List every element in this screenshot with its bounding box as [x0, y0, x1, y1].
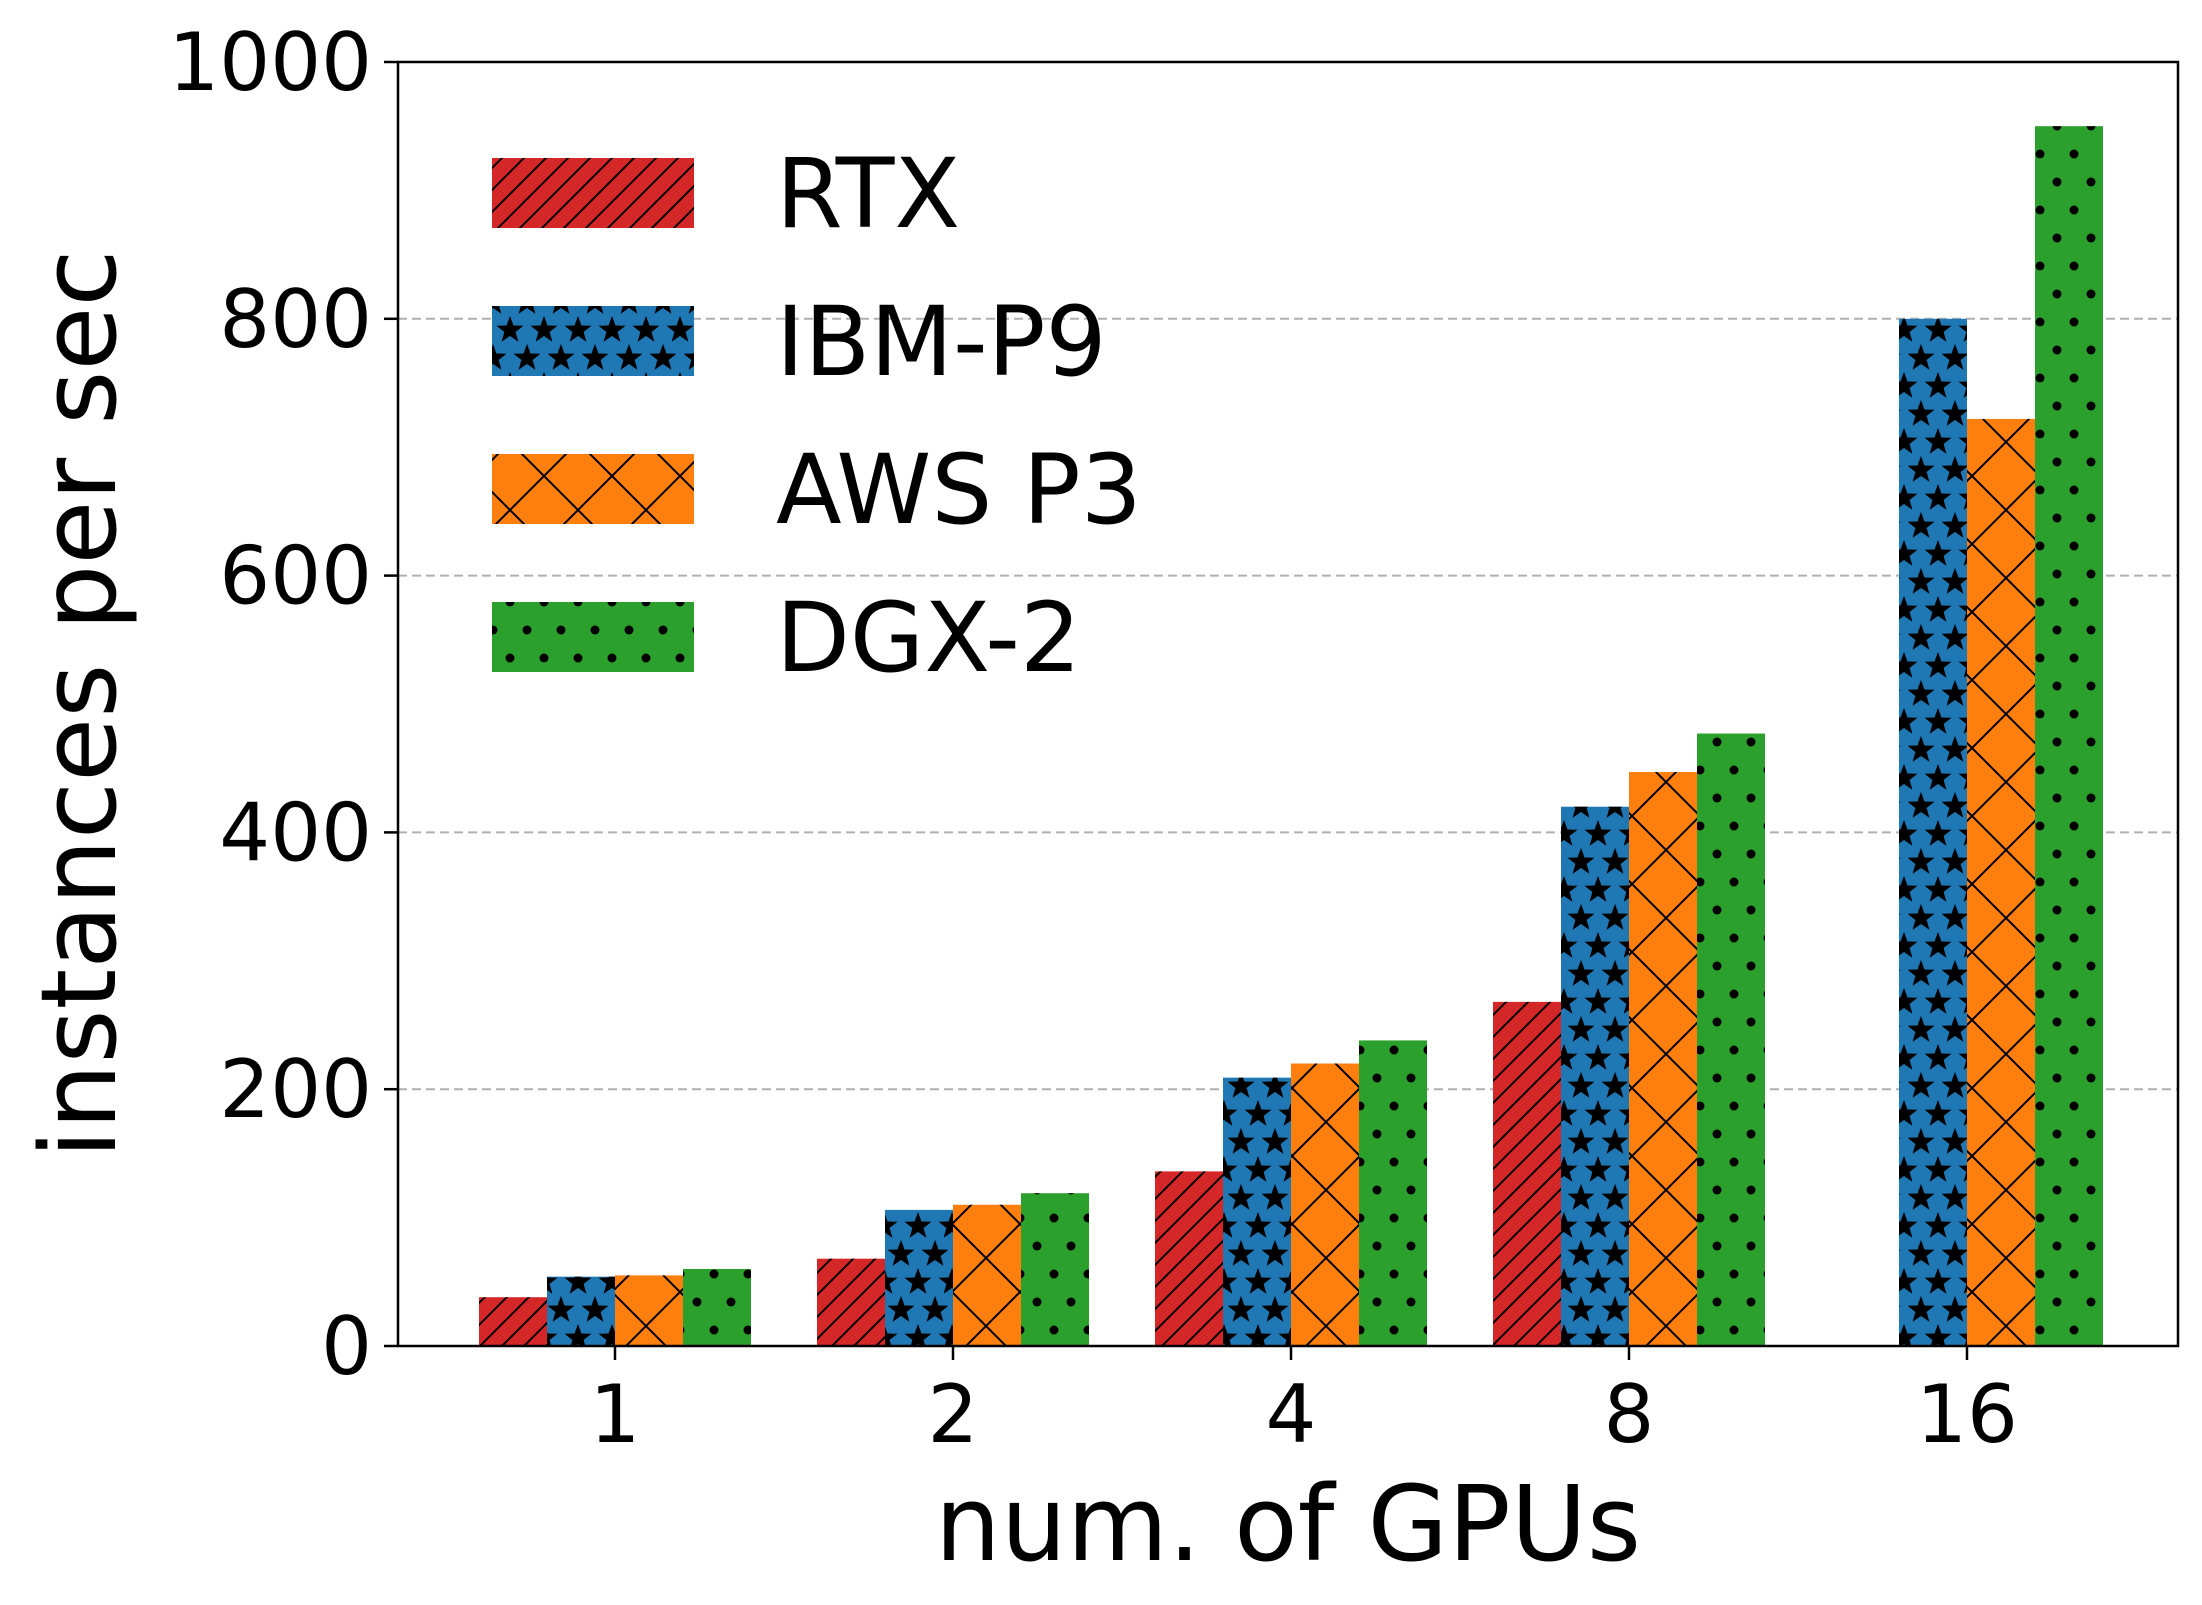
x-tick-label-8: 8	[1604, 1368, 1655, 1461]
legend-dgx-2-label: DGX-2	[776, 582, 1081, 694]
x-axis-title: num. of GPUs	[935, 1463, 1641, 1585]
legend-ibm-p9-label: IBM-P9	[776, 286, 1107, 398]
bar-dgx-2-1-hatch	[683, 1268, 751, 1346]
x-tick-label-2: 2	[928, 1368, 979, 1461]
legend-aws-p3-swatch-hatch	[492, 454, 694, 524]
bar-dgx-2-4-hatch	[1359, 1040, 1427, 1346]
bar-rtx-4-hatch	[1155, 1171, 1223, 1346]
bar-ibm-p9-16-hatch	[1899, 318, 1967, 1346]
bar-ibm-p9-2-hatch	[885, 1209, 953, 1346]
y-tick-label-800: 800	[219, 273, 372, 366]
bar-aws-p3-1-hatch	[615, 1275, 683, 1346]
legend-ibm-p9-swatch-hatch	[492, 306, 694, 376]
legend-rtx-swatch-hatch	[492, 158, 694, 228]
y-axis: 0 200 400 600 800 1000	[168, 16, 398, 1393]
y-tick-label-1000: 1000	[168, 16, 372, 109]
x-axis: 1 2 4 8 16	[590, 1346, 2018, 1461]
legend-rtx-label: RTX	[776, 138, 960, 250]
bars-group	[479, 126, 2103, 1347]
bar-ibm-p9-1-hatch	[547, 1276, 615, 1346]
y-tick-label-600: 600	[219, 530, 372, 623]
bar-rtx-1-hatch	[479, 1297, 547, 1346]
y-tick-label-400: 400	[219, 786, 372, 879]
bar-aws-p3-16-hatch	[1967, 418, 2035, 1346]
plot-frame	[396, 60, 2180, 1348]
bar-aws-p3-2-hatch	[953, 1204, 1021, 1346]
legend: RTX IBM-P9 AWS P3 DGX-2	[492, 138, 1142, 694]
legend-dgx-2-swatch-hatch	[492, 602, 694, 672]
y-tick-label-200: 200	[219, 1043, 372, 1136]
bar-dgx-2-8-hatch	[1697, 733, 1765, 1346]
bar-rtx-2-hatch	[817, 1258, 885, 1346]
x-tick-label-16: 16	[1916, 1368, 2018, 1461]
legend-aws-p3-label: AWS P3	[776, 434, 1142, 546]
bar-rtx-8-hatch	[1493, 1001, 1561, 1346]
x-tick-label-4: 4	[1266, 1368, 1317, 1461]
bar-ibm-p9-4-hatch	[1223, 1077, 1291, 1346]
bar-ibm-p9-8-hatch	[1561, 806, 1629, 1346]
bar-aws-p3-4-hatch	[1291, 1063, 1359, 1346]
x-tick-label-1: 1	[590, 1368, 641, 1461]
y-axis-title: instances per sec	[18, 250, 140, 1159]
bar-dgx-2-2-hatch	[1021, 1193, 1089, 1346]
bar-dgx-2-16-hatch	[2035, 126, 2103, 1347]
y-tick-label-0: 0	[321, 1300, 372, 1393]
bar-aws-p3-8-hatch	[1629, 772, 1697, 1346]
